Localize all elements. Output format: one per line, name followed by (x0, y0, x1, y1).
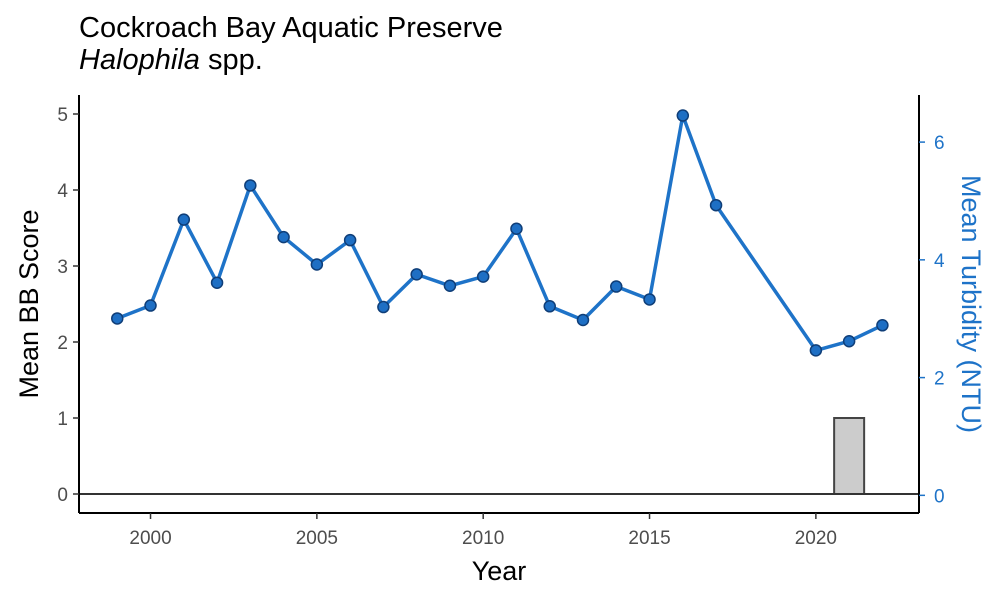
point-2013 (576, 313, 590, 327)
y-right-tick-label-2: 2 (934, 369, 945, 390)
point-2004 (277, 230, 290, 244)
point-2015 (643, 293, 656, 306)
chart-subtitle-italic: Halophila (79, 44, 200, 76)
y-left-tick-label-5: 5 (57, 105, 68, 126)
point-2021 (842, 334, 856, 348)
point-2009 (443, 279, 457, 293)
point-2001 (177, 213, 191, 226)
x-tick-label-2005: 2005 (296, 528, 338, 549)
y-right-tick-label-6: 6 (934, 133, 945, 154)
point-2012 (543, 300, 556, 313)
x-axis-title: Year (472, 556, 527, 586)
point-2010 (476, 270, 490, 283)
y-left-tick-label-4: 4 (57, 181, 68, 202)
y-right-tick-label-0: 0 (934, 486, 945, 507)
bar-2021 (833, 417, 866, 495)
x-tick-label-2000: 2000 (129, 528, 171, 549)
y-left-tick-label-3: 3 (57, 257, 68, 278)
point-2020 (809, 344, 823, 357)
point-2007 (377, 300, 390, 314)
x-tick-label-2010: 2010 (462, 528, 504, 549)
point-2006 (343, 233, 357, 247)
y-left-tick-label-0: 0 (57, 485, 68, 506)
point-1999 (111, 312, 124, 325)
x-tick-label-2015: 2015 (628, 528, 670, 549)
point-2022 (876, 319, 889, 332)
point-2000 (144, 299, 157, 312)
point-2011 (510, 222, 523, 236)
point-2003 (244, 179, 257, 192)
y-right-tick-label-4: 4 (934, 251, 945, 272)
point-2008 (410, 268, 423, 281)
y-axis-left-title: Mean BB Score (14, 209, 44, 398)
y-left-tick-label-2: 2 (57, 333, 68, 354)
point-2016 (676, 109, 690, 122)
x-tick-label-2020: 2020 (795, 528, 837, 549)
chart-subtitle-rest: spp. (199, 44, 263, 76)
point-2017 (709, 198, 723, 212)
point-2014 (610, 280, 623, 293)
chart-subtitle: Halophila spp. (79, 44, 263, 76)
point-2005 (310, 258, 324, 271)
y-axis-right-title: Mean Turbidity (NTU) (956, 175, 986, 433)
point-2002 (210, 276, 224, 289)
series-line-0 (116, 113, 884, 353)
y-left-tick-label-1: 1 (57, 409, 68, 430)
chart-title: Cockroach Bay Aquatic Preserve (79, 12, 503, 44)
